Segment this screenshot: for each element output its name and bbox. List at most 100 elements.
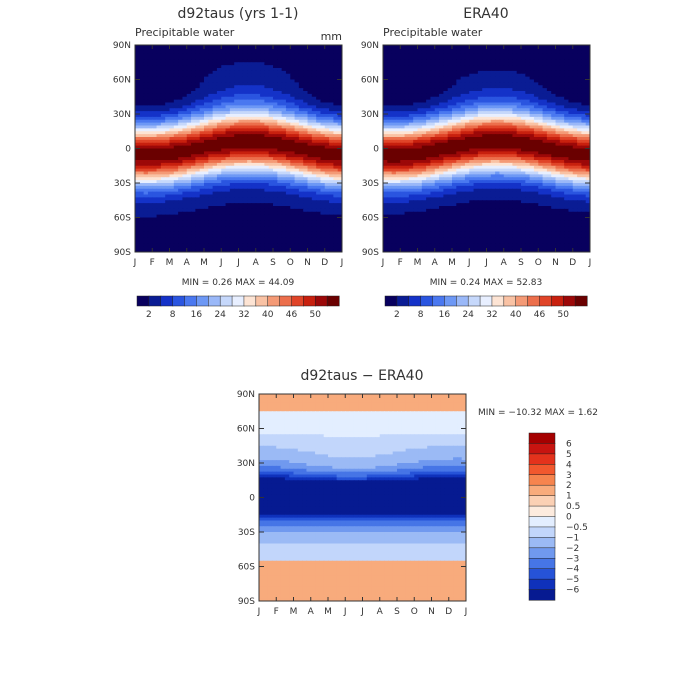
field-cell: [208, 99, 214, 104]
field-cell: [264, 177, 270, 181]
field-cell: [447, 45, 453, 49]
field-cell: [333, 53, 339, 58]
field-cell: [234, 208, 240, 213]
field-cell: [294, 102, 300, 106]
field-cell: [490, 111, 496, 115]
field-cell: [178, 148, 184, 152]
field-cell: [169, 45, 175, 49]
field-cell: [564, 105, 570, 109]
field-cell: [294, 99, 300, 104]
field-cell: [434, 68, 440, 72]
x-tick-label: J: [340, 258, 344, 268]
field-cell: [383, 82, 388, 86]
field-cell: [303, 139, 309, 144]
field-cell: [208, 56, 214, 60]
field-cell: [581, 53, 587, 58]
field-cell: [165, 165, 171, 170]
field-cell: [268, 229, 274, 233]
field-cell: [135, 223, 140, 227]
field-cell: [260, 154, 265, 158]
field-cell: [324, 131, 330, 135]
field-cell: [173, 145, 179, 150]
field-cell: [208, 70, 214, 75]
field-cell: [329, 137, 334, 141]
field-cell: [238, 93, 244, 98]
field-cell: [316, 194, 322, 198]
field-cell: [268, 68, 274, 72]
field-cell: [204, 56, 209, 60]
field-cell: [404, 105, 410, 109]
field-cell: [426, 76, 432, 81]
field-cell: [383, 70, 388, 75]
field-cell: [216, 165, 222, 170]
field-cell: [585, 73, 590, 78]
field-cell: [182, 114, 188, 118]
field-cell: [260, 148, 265, 152]
field-cell: [152, 206, 158, 210]
field-cell: [337, 208, 342, 213]
field-cell: [499, 53, 505, 58]
field-cell: [169, 174, 175, 178]
field-cell: [482, 53, 488, 58]
field-cell: [147, 148, 153, 152]
field-cell: [260, 114, 265, 118]
field-cell: [460, 68, 466, 72]
field-cell: [577, 85, 582, 89]
field-cell: [173, 162, 179, 167]
field-cell: [212, 157, 218, 161]
field-cell: [395, 47, 401, 52]
field-cell: [408, 62, 414, 66]
field-cell: [303, 116, 309, 121]
field-cell: [173, 59, 179, 63]
field-cell: [156, 93, 162, 98]
field-cell: [585, 102, 590, 106]
field-cell: [242, 79, 248, 83]
field-cell: [294, 223, 300, 227]
field-cell: [139, 96, 145, 101]
field-cell: [216, 191, 222, 196]
field-cell: [268, 200, 274, 204]
field-cell: [147, 96, 153, 101]
field-cell: [486, 105, 492, 109]
field-cell: [329, 188, 334, 193]
field-cell: [165, 128, 171, 132]
field-cell: [555, 91, 561, 95]
field-cell: [242, 249, 248, 252]
field-cell: [495, 116, 501, 121]
field-cell: [320, 154, 326, 158]
field-cell: [260, 231, 265, 236]
field-cell: [285, 134, 291, 138]
field-cell: [225, 185, 231, 190]
field-cell: [212, 229, 218, 233]
field-cell: [212, 114, 218, 118]
field-cell: [421, 82, 427, 86]
field-cell: [408, 79, 414, 83]
field-cell: [477, 96, 483, 101]
field-cell: [324, 180, 330, 184]
field-cell: [229, 174, 235, 178]
field-cell: [208, 137, 214, 141]
field-cell: [229, 85, 235, 89]
field-cell: [439, 70, 444, 75]
field-cell: [182, 79, 188, 83]
field-cell: [320, 174, 326, 178]
field-cell: [430, 102, 436, 106]
field-cell: [391, 96, 397, 101]
field-cell: [417, 122, 423, 127]
field-cell: [221, 105, 227, 109]
field-cell: [499, 102, 505, 106]
field-cell: [135, 160, 140, 164]
field-cell: [242, 139, 248, 144]
field-cell: [439, 105, 444, 109]
field-cell: [178, 62, 184, 66]
field-cell: [229, 220, 235, 224]
field-cell: [191, 139, 196, 144]
field-cell: [135, 217, 140, 221]
field-cell: [285, 206, 291, 210]
field-cell: [434, 88, 440, 92]
field-cell: [324, 168, 330, 173]
field-cell: [212, 93, 218, 98]
field-cell: [182, 93, 188, 98]
field-cell: [273, 131, 278, 135]
field-cell: [559, 56, 565, 60]
